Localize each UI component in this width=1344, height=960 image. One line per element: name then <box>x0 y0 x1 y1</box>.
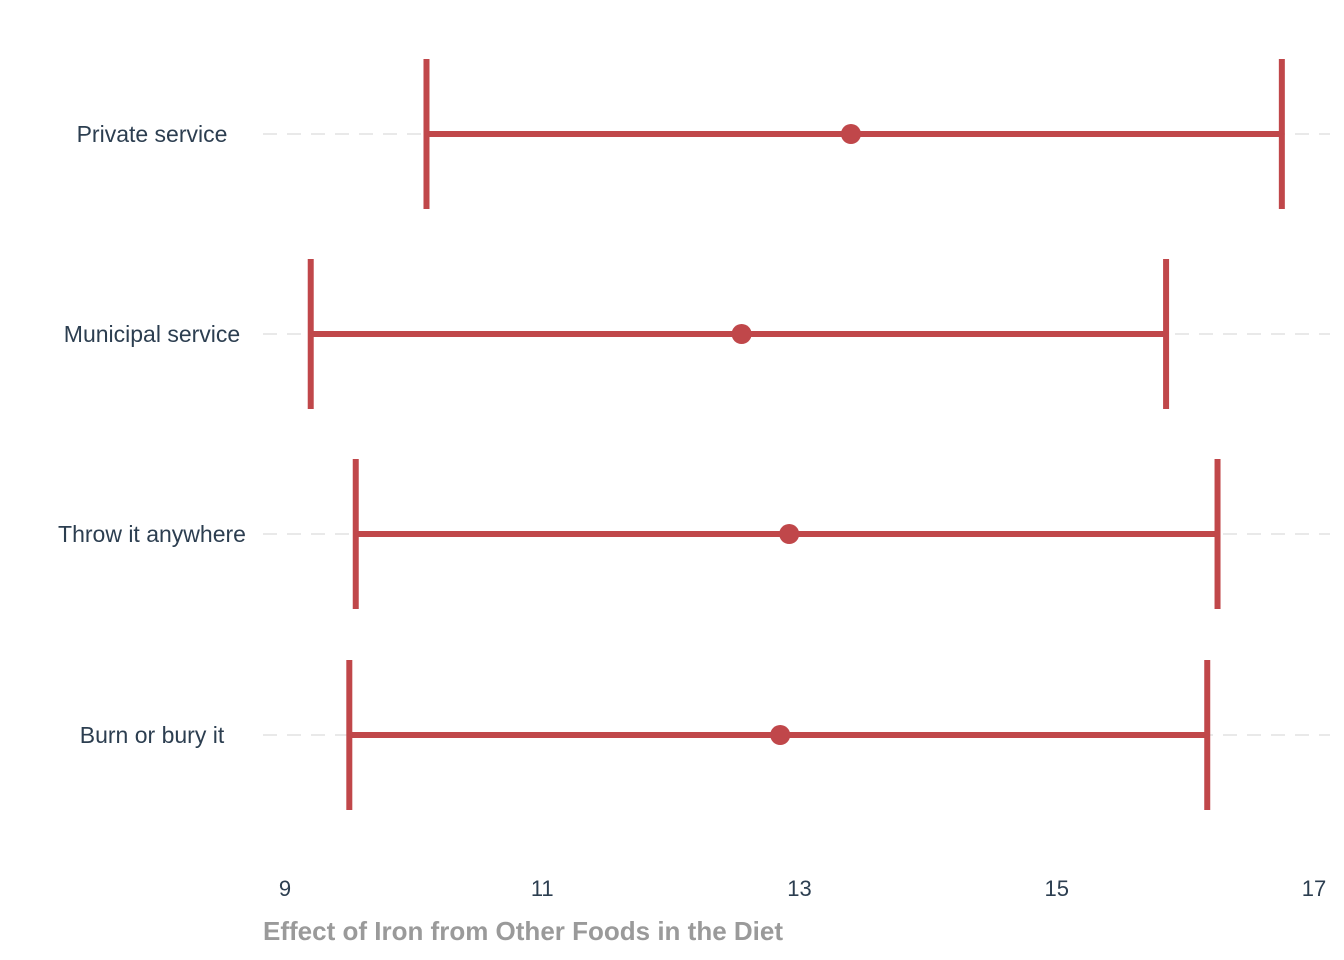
x-tick-label: 9 <box>279 876 291 901</box>
category-label: Throw it anywhere <box>58 521 246 547</box>
estimate-point <box>779 524 800 544</box>
estimate-point <box>731 324 752 344</box>
x-tick-label: 13 <box>787 876 811 901</box>
category-labels: Private service Municipal service Throw it… <box>58 121 246 748</box>
x-tick-label: 17 <box>1302 876 1326 901</box>
gridlines <box>263 133 1330 736</box>
estimate-point <box>840 124 861 144</box>
x-tick-label: 15 <box>1045 876 1069 901</box>
x-tick-label: 11 <box>531 876 554 901</box>
category-label: Private service <box>77 121 228 147</box>
estimate-point <box>770 725 791 745</box>
category-label: Municipal service <box>64 321 240 347</box>
error-bars <box>307 59 1285 810</box>
category-label: Burn or bury it <box>80 722 225 748</box>
x-axis-title: Effect of Iron from Other Foods in the D… <box>263 916 783 946</box>
x-tick-labels: 9 11 13 15 17 <box>279 876 1326 901</box>
